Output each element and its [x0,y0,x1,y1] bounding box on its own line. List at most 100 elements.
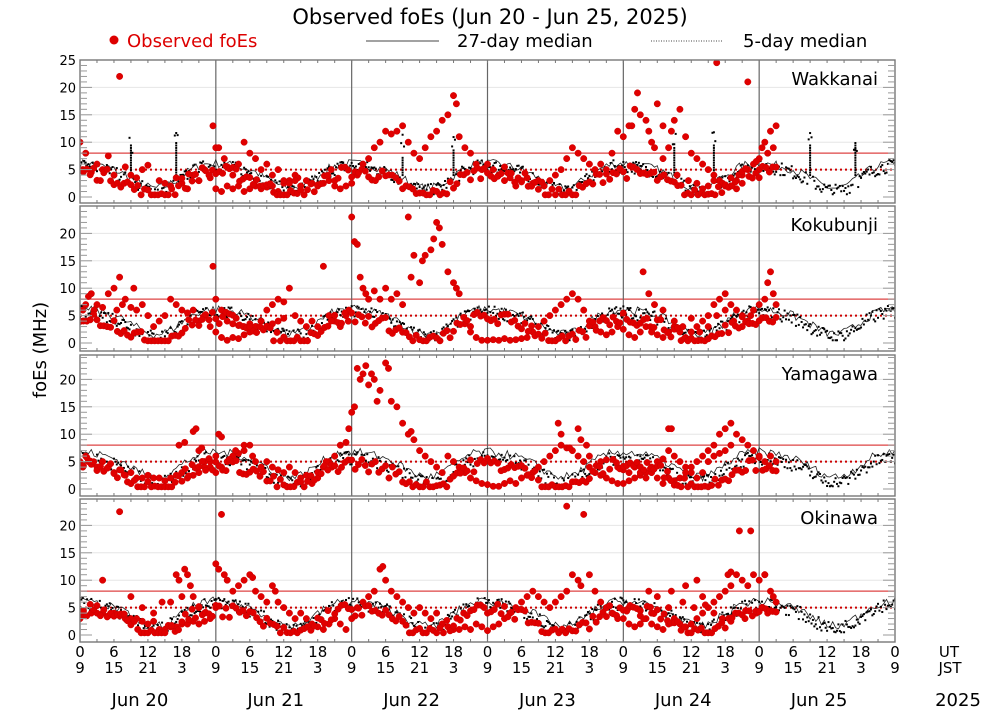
observed-point [319,262,327,270]
observed-point [188,321,196,329]
median-5day-point [421,475,424,478]
median-5day-point [727,320,730,323]
observed-point [742,165,750,173]
median-5day-point [834,183,837,186]
observed-point [758,144,766,152]
median-5day-point [370,307,373,310]
median-5day-point [107,311,110,314]
median-5day-point [519,312,522,315]
median-5day-point [867,466,870,469]
median-5day-point [397,465,400,468]
y-tick-label: 0 [68,191,76,206]
median-5day-point [650,314,653,317]
observed-point [752,157,760,165]
median-5day-point [782,316,785,319]
median-5day-point [721,176,724,179]
median-5day-point [175,161,178,164]
median-5day-point [537,475,540,478]
median-5day-point [592,179,595,182]
observed-point [606,602,614,610]
median-5day-point [838,331,841,334]
observed-point [580,510,588,518]
median-5day-point [387,470,390,473]
observed-point [710,609,718,617]
median-5day-point [517,314,520,317]
median-5day-point [463,310,466,313]
observed-point [342,182,350,190]
median-5day-point [687,474,690,477]
median-5day-point [452,164,455,167]
x-tick-label-jst: 9 [211,659,221,677]
median-5day-point [175,169,178,172]
observed-point [693,155,701,163]
median-5day-point [875,173,878,176]
observed-point [679,598,687,606]
median-5day-point [886,604,889,607]
median-5day-point [782,605,785,608]
median-5day-point [712,618,715,621]
median-5day-point [739,466,742,469]
median-5day-point [444,179,447,182]
median-5day-point [452,154,455,157]
median-5day-point [356,451,359,454]
median-5day-point [594,318,597,321]
observed-point [636,620,644,628]
median-5day-point [707,474,710,477]
median-5day-point [328,604,331,607]
observed-point [137,328,145,336]
observed-point [155,177,163,185]
median-5day-point [803,613,806,616]
median-5day-point [319,468,322,471]
median-5day-point [633,598,636,601]
median-5day-point [809,169,812,172]
median-5day-point [745,452,748,455]
observed-point [650,324,658,331]
median-5day-point [452,166,455,169]
median-5day-point [187,470,190,473]
median-5day-point [506,320,509,323]
observed-point [650,168,658,176]
median-5day-point [405,468,408,471]
median-5day-point [855,328,858,331]
median-5day-point [633,314,636,317]
observed-point [418,257,426,265]
median-5day-point [712,164,715,167]
observed-point [355,604,362,612]
median-5day-point [843,339,846,342]
observed-point [473,164,481,172]
median-5day-point [233,600,236,603]
median-5day-point [667,171,670,174]
median-5day-point [640,457,643,460]
median-5day-point [272,481,275,484]
median-5day-point [680,617,683,620]
median-5day-point [493,162,496,165]
median-5day-point [318,171,321,174]
median-5day-point [377,456,380,459]
median-5day-point [719,320,722,323]
median-5day-point [704,335,707,338]
observed-point [409,337,417,345]
median-5day-point [840,631,843,634]
observed-point [534,593,542,601]
median-5day-point [817,471,820,474]
median-5day-point [332,604,335,607]
median-5day-point [493,456,496,459]
median-5day-point [514,462,517,465]
median-5day-point [780,460,783,463]
observed-point [651,301,658,309]
median-5day-point [669,614,672,617]
observed-point [249,452,257,460]
observed-point [291,177,299,185]
observed-point [467,176,474,184]
median-5day-point [821,622,824,625]
median-5day-point [789,314,792,317]
median-5day-point [622,160,625,163]
median-5day-point [511,168,514,171]
median-5day-point [735,464,738,467]
median-5day-point [551,331,554,334]
median-5day-point [513,315,516,318]
median-5day-point [504,308,507,311]
x-tick-label-ut: 0 [890,643,900,661]
observed-point [677,181,685,189]
median-5day-point [615,606,618,609]
